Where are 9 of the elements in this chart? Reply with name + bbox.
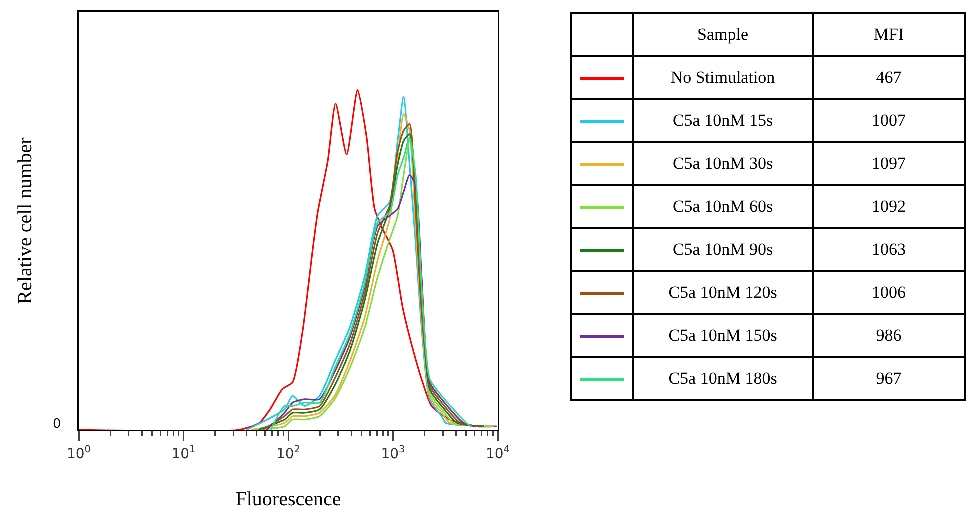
x-tick-label: 10$^{2}$: [276, 444, 301, 462]
x-tick-label: 10$^{1}$: [172, 444, 196, 462]
annotation: 0: [53, 417, 62, 432]
x-tick-label: 10$^{3}$: [381, 444, 406, 462]
x-tick-label: 10$^{0}$: [66, 444, 92, 462]
legend-table: Sample MFI No Stimulation 467 C5a 10nM 15s 1007 C5a 10nM 30s 1097 C5a 10nM 60s 1092 C5a 10nM 90s 1063 C5a 10nM 120s 1006 C5a 10nM 150s 986 C5a 10nM 180s 967: [570, 12, 966, 401]
x-tick-label: 10$^{4}$: [486, 444, 510, 462]
y-axis-title: Relative cell number: [14, 137, 36, 304]
x-axis-title: Fluorescence: [236, 488, 342, 511]
